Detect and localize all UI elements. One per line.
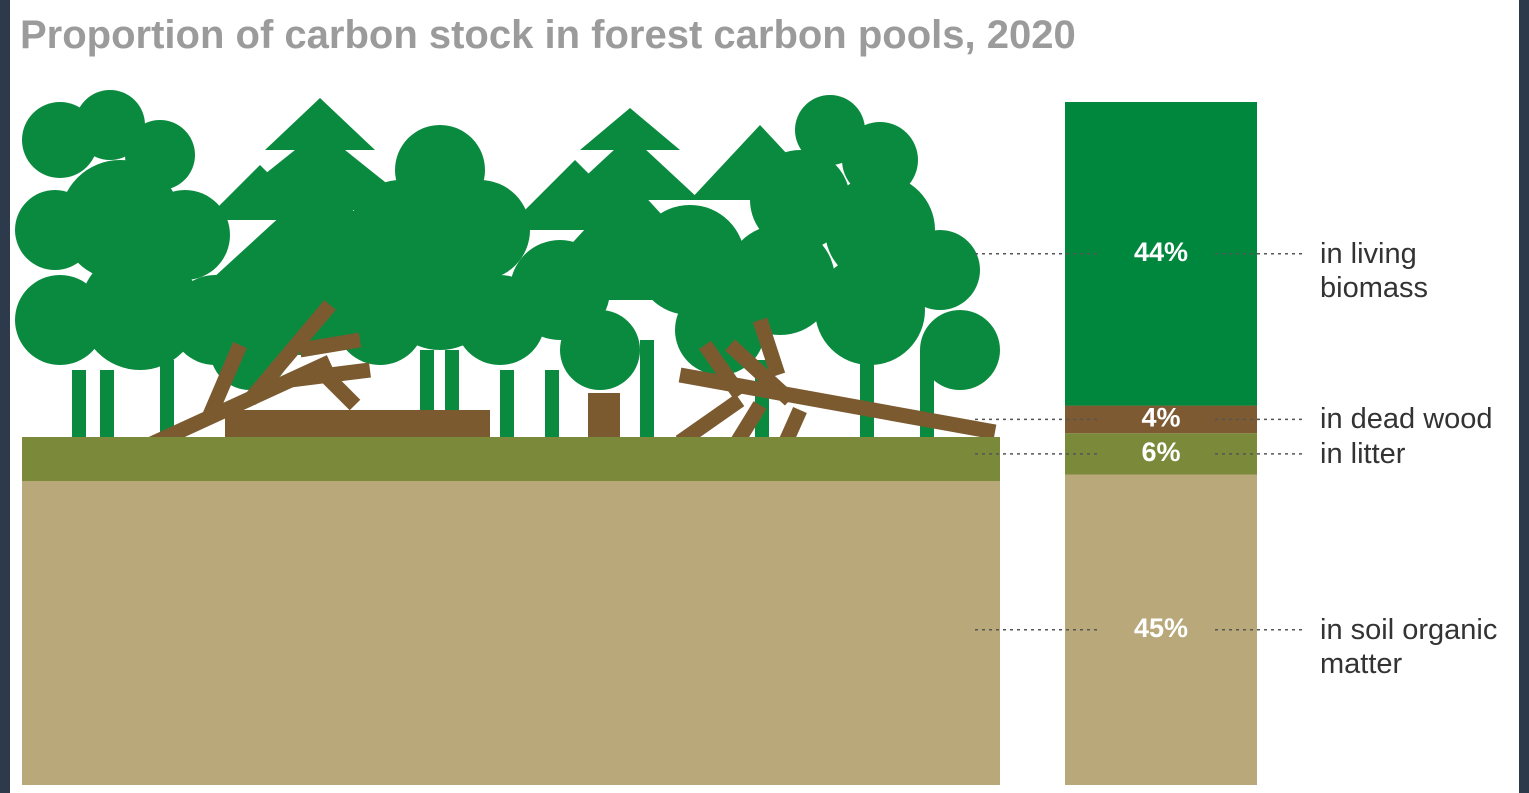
value-label: 44%: [1134, 237, 1188, 267]
value-label: 45%: [1134, 613, 1188, 643]
chart: Proportion of carbon stock in forest car…: [0, 0, 1529, 793]
segment-label: in living biomass: [1320, 237, 1525, 305]
value-label: 4%: [1141, 402, 1180, 432]
forest-illustration: [15, 90, 1000, 785]
value-label: 6%: [1141, 437, 1180, 467]
segment-label: in dead wood: [1320, 402, 1525, 436]
chart-title: Proportion of carbon stock in forest car…: [20, 13, 1076, 57]
segment-label: in litter: [1320, 437, 1525, 471]
page: Proportion of carbon stock in forest car…: [0, 0, 1529, 793]
segment-label: in soil organic matter: [1320, 613, 1525, 681]
